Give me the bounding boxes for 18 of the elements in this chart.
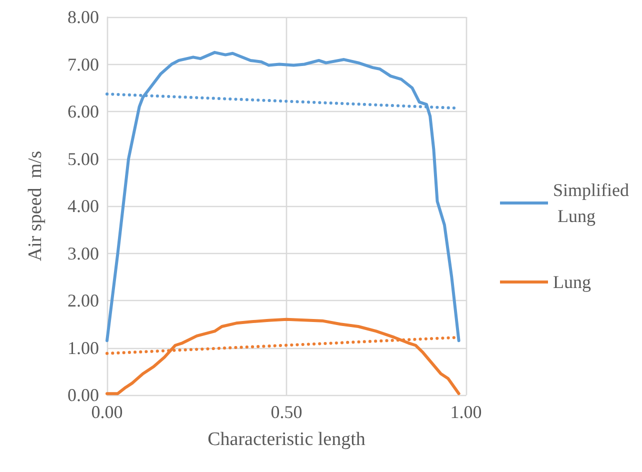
y-tick-label: 4.00 [68,196,99,216]
y-tick-label: 0.00 [68,385,99,405]
x-tick-label: 0.00 [91,402,123,422]
y-tick-label: 7.00 [68,54,99,74]
x-axis-title: Characteristic length [208,429,366,450]
line-series [106,318,460,396]
legend-label: Lung [553,272,591,292]
y-tick-label: 8.00 [68,7,99,27]
y-tick-label: 3.00 [68,243,99,264]
y-tick-label: 1.00 [68,338,99,358]
legend-label: Simplified Lung [553,180,629,226]
x-tick-label: 0.50 [270,402,302,422]
y-tick-label: 5.00 [68,148,99,169]
y-tick-label: 6.00 [68,102,99,122]
y-tick-label: 2.00 [68,290,99,310]
x-tick-label: 1.00 [450,402,482,422]
line-series [106,50,460,342]
y-axis-title: Air speed m/s [25,150,46,262]
